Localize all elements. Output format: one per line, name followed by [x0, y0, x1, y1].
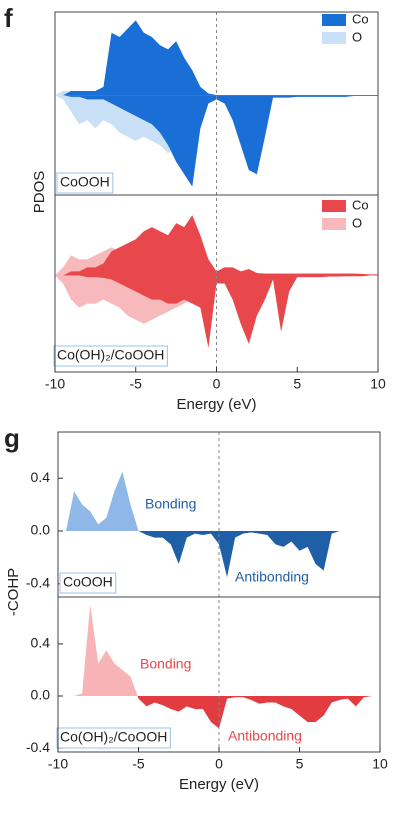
label-box: [56, 172, 114, 194]
y-tick-label: -0.4: [26, 739, 50, 755]
x-tick-label: 0: [215, 756, 223, 772]
annotation: Bonding: [145, 496, 196, 512]
x-tick-label: 10: [372, 756, 388, 772]
y-tick-label: 0.4: [31, 469, 51, 485]
label-box: [56, 727, 171, 749]
x-tick-label: 0: [213, 376, 221, 392]
legend-label: O: [352, 29, 362, 44]
annotation: Antibonding: [228, 728, 302, 744]
y-tick-label: 0.0: [31, 687, 51, 703]
subplot-label: Co(OH)₂/CoOOH: [57, 347, 164, 363]
y-tick-label: 0.0: [31, 522, 51, 538]
pdos-area-up: [55, 20, 378, 96]
legend-label: Co: [352, 11, 369, 26]
label-box: [53, 345, 168, 367]
legend-swatch: [322, 14, 346, 26]
y-axis-label: PDOS: [31, 171, 48, 214]
x-tick-label: -5: [130, 376, 143, 392]
cohp-area-antibonding: [58, 695, 380, 729]
cohp-area-antibonding: [58, 531, 380, 578]
x-axis-label: Energy (eV): [179, 776, 259, 793]
x-tick-label: 5: [293, 376, 301, 392]
legend-label: O: [352, 215, 362, 230]
x-tick-label: -10: [45, 376, 65, 392]
legend-swatch: [322, 32, 346, 44]
y-axis-label: -COHP: [5, 568, 22, 616]
subplot-label: CoOOH: [63, 574, 113, 590]
x-tick-label: 5: [296, 756, 304, 772]
subplot-label: Co(OH)₂/CoOOH: [60, 729, 167, 745]
x-tick-label: -5: [132, 756, 145, 772]
annotation: Bonding: [140, 656, 191, 672]
legend-swatch: [322, 218, 346, 230]
y-tick-label: -0.4: [26, 575, 50, 591]
pdos-area-up: [55, 215, 378, 276]
x-tick-label: 10: [370, 376, 386, 392]
legend-swatch: [322, 200, 346, 212]
cohp-area-bonding: [74, 604, 138, 696]
label-box: [59, 572, 117, 594]
panel-label: f: [4, 3, 13, 33]
annotation: Antibonding: [235, 569, 309, 585]
legend-label: Co: [352, 197, 369, 212]
subplot-label: CoOOH: [60, 174, 110, 190]
y-tick-label: 0.4: [31, 635, 51, 651]
x-tick-label: -10: [48, 756, 68, 772]
cohp-area-bonding: [58, 471, 380, 531]
x-axis-label: Energy (eV): [176, 396, 256, 413]
panel-label: g: [4, 423, 20, 453]
